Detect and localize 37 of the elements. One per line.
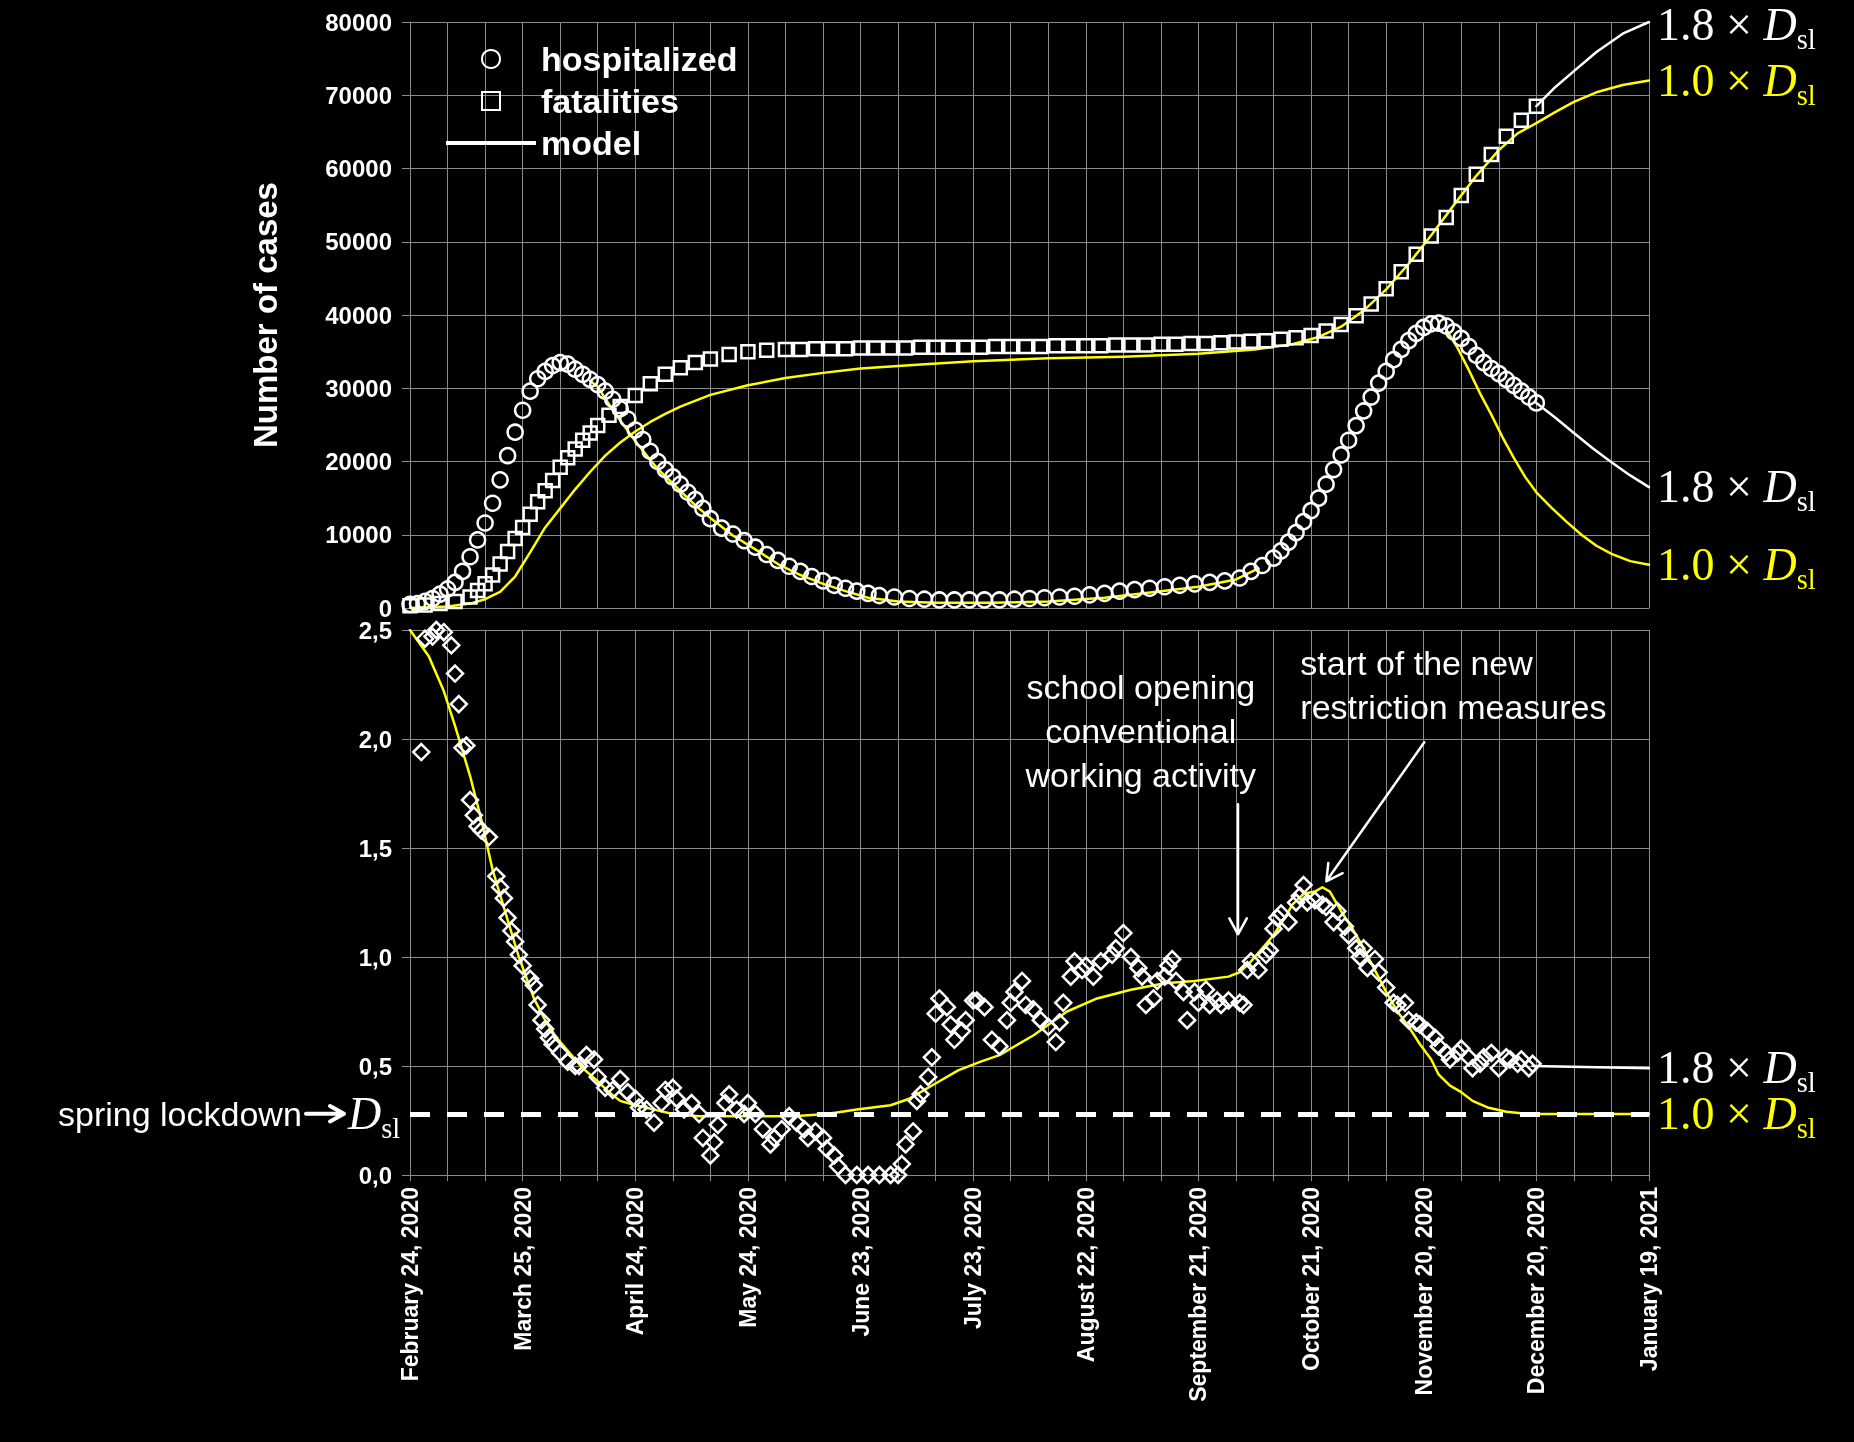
y-tick-label: 10000: [325, 521, 392, 549]
y-tick-label: 80000: [325, 8, 392, 36]
y-tick-label: 0,5: [358, 1052, 392, 1080]
legend-label: fatalities: [541, 82, 679, 120]
x-tick-label: October 21, 2020: [1298, 1187, 1325, 1372]
annotation: 1.8 × D$_{sl}$: [1657, 0, 1816, 56]
y-tick-label: 0,0: [358, 1161, 392, 1189]
y-tick-label: 1,5: [358, 834, 392, 862]
annotation: 1.0 × D$_{sl}$: [1657, 538, 1816, 595]
y-tick-label: 20000: [325, 448, 392, 475]
x-tick-label: March 25, 2020: [509, 1187, 536, 1351]
x-tick-label: June 23, 2020: [847, 1187, 874, 1337]
y-tick-label: 2,0: [358, 725, 392, 753]
x-tick-label: December 20, 2020: [1523, 1187, 1550, 1395]
legend-label: model: [541, 124, 642, 162]
x-tick-label: August 22, 2020: [1072, 1187, 1099, 1363]
annotation: 1.0 × D$_{sl}$: [1657, 54, 1816, 111]
y-tick-label: 70000: [325, 81, 392, 109]
text: spring lockdown: [58, 1093, 302, 1135]
x-tick-label: November 20, 2020: [1410, 1187, 1437, 1396]
x-tick-label: April 24, 2020: [622, 1187, 649, 1336]
x-tick-label: July 23, 2020: [960, 1187, 987, 1329]
x-tick-label: January 19, 2021: [1636, 1186, 1662, 1372]
y-tick-label: 40000: [325, 301, 392, 329]
y-tick-label: 30000: [325, 374, 392, 402]
y-tick-label: 50000: [325, 228, 392, 256]
y-tick-label: 1,0: [358, 943, 392, 971]
y-axis-title: Number of cases: [247, 182, 284, 448]
annotation: school opening conventional working activity: [1025, 667, 1257, 796]
ref-line-label: D$_{sl}$: [348, 1087, 401, 1145]
annotation: 1.8 × D$_{sl}$: [1657, 461, 1816, 518]
x-tick-label: September 21, 2020: [1185, 1187, 1212, 1402]
annotation: start of the new restriction measures: [1300, 643, 1607, 729]
y-tick-label: 60000: [325, 155, 392, 182]
x-tick-label: May 24, 2020: [734, 1187, 761, 1328]
x-tick-label: February 24, 2020: [397, 1187, 423, 1382]
legend-label: hospitalized: [541, 40, 738, 78]
